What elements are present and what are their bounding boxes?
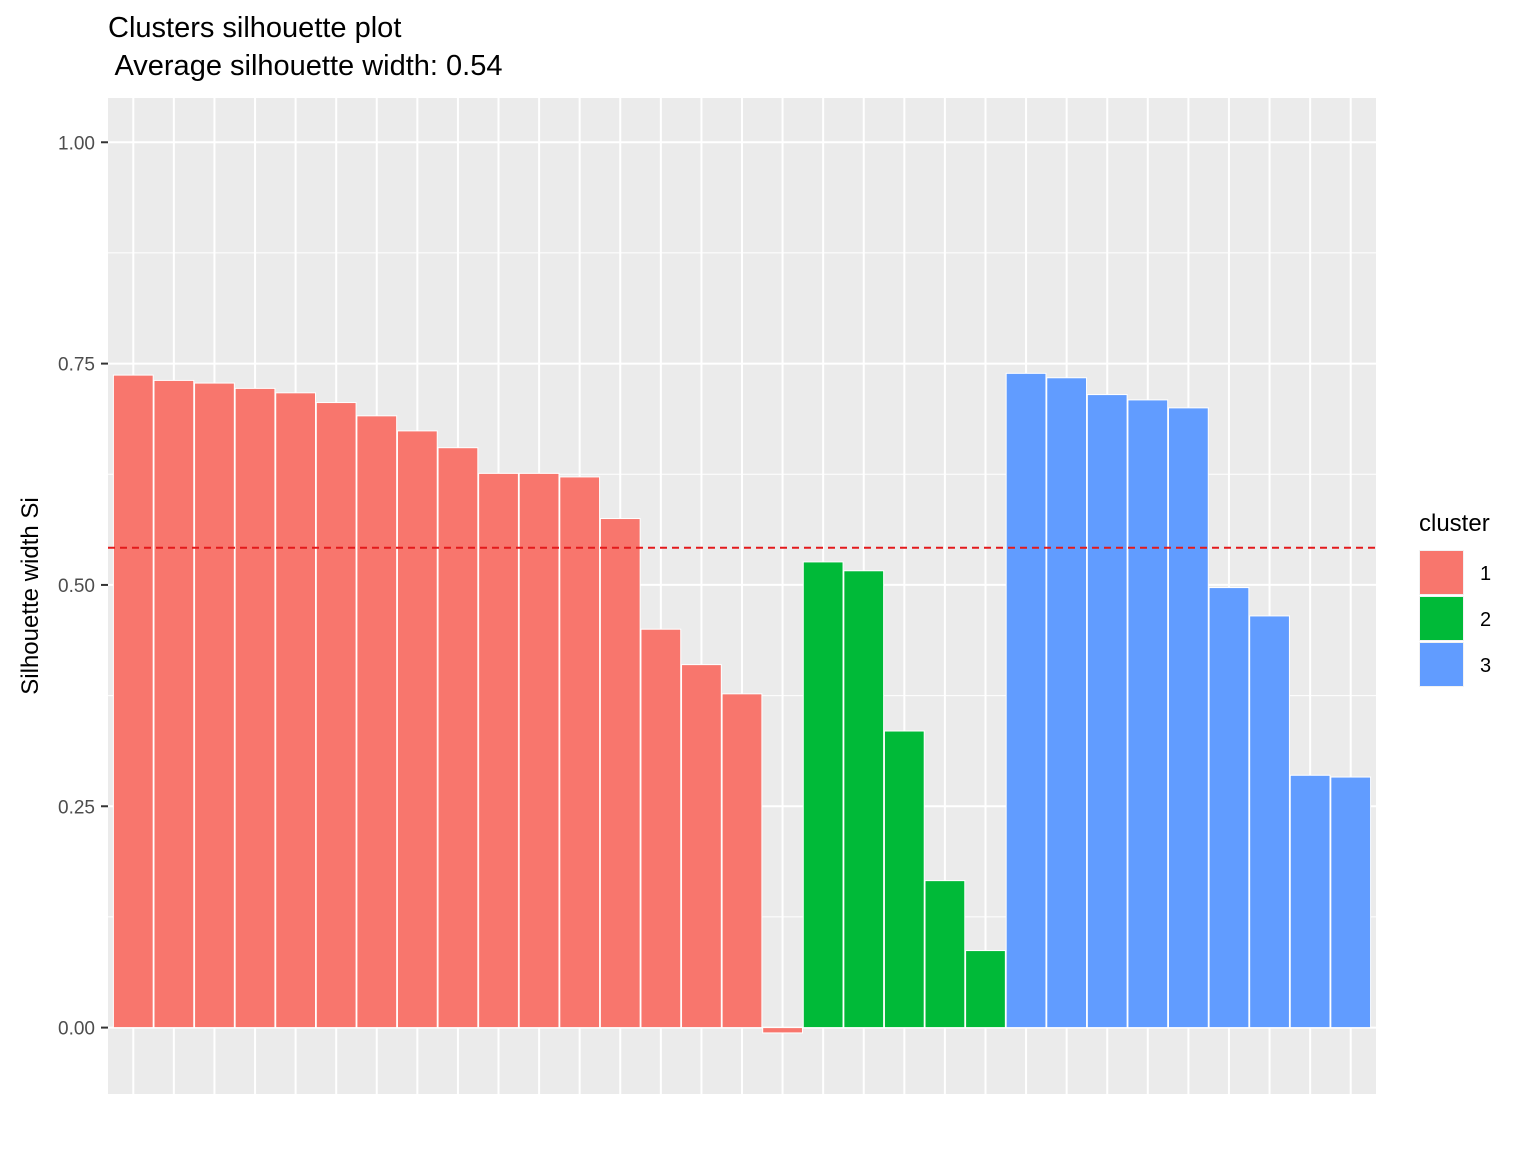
bar-cluster-2 [883, 730, 925, 1029]
y-tick-label: 1.00 [58, 133, 95, 154]
y-tick-label: 0.50 [58, 576, 95, 597]
bar-cluster-1 [194, 382, 235, 1029]
bars-group [112, 372, 1372, 1034]
bar-cluster-3 [1046, 377, 1088, 1029]
bar-cluster-3 [1127, 399, 1169, 1029]
bar-cluster-3 [1249, 615, 1290, 1029]
legend: cluster 1 2 3 [1419, 510, 1491, 687]
legend-entries: 1 2 3 [1419, 550, 1491, 687]
legend-title: cluster [1419, 510, 1490, 537]
legend-swatch-2 [1420, 597, 1463, 640]
bar-cluster-1 [356, 415, 398, 1029]
y-tick-label: 0.00 [58, 1019, 95, 1040]
bar-cluster-1 [599, 518, 641, 1029]
bar-cluster-1 [234, 387, 276, 1029]
chart-title: Clusters silhouette plot [108, 12, 402, 44]
bar-cluster-3 [1289, 774, 1331, 1029]
bar-cluster-1 [315, 402, 357, 1029]
bar-cluster-3 [1168, 407, 1209, 1029]
bar-cluster-1 [518, 472, 560, 1029]
bar-cluster-3 [1005, 372, 1047, 1029]
legend-label-1: 1 [1480, 563, 1491, 585]
y-axis-label: Silhouette width Si [17, 497, 44, 694]
bar-cluster-1 [112, 374, 154, 1029]
bar-cluster-3 [1208, 587, 1250, 1029]
bar-cluster-3 [1086, 394, 1128, 1029]
legend-label-2: 2 [1480, 609, 1491, 631]
y-tick-label: 0.25 [58, 797, 95, 818]
bar-cluster-1 [681, 664, 722, 1029]
bar-cluster-1 [437, 447, 479, 1029]
chart-subtitle: Average silhouette width: 0.54 [108, 50, 503, 82]
bar-cluster-1 [275, 392, 316, 1029]
bar-cluster-1 [396, 430, 438, 1029]
bar-cluster-1 [559, 476, 601, 1029]
bar-cluster-1 [478, 472, 519, 1029]
bar-cluster-2 [843, 570, 885, 1029]
bar-cluster-2 [965, 950, 1006, 1029]
bar-cluster-1 [721, 693, 763, 1029]
bar-cluster-3 [1330, 776, 1372, 1029]
bar-cluster-2 [802, 561, 844, 1029]
bar-cluster-2 [924, 880, 966, 1029]
bar-cluster-1 [153, 379, 195, 1029]
bar-cluster-1 [640, 628, 682, 1029]
legend-swatch-3 [1420, 643, 1463, 686]
y-tick-label: 0.75 [58, 355, 95, 376]
legend-swatch-1 [1420, 551, 1463, 594]
legend-label-3: 3 [1480, 655, 1491, 677]
y-axis: 0.00 0.25 0.50 0.75 1.00 [58, 133, 108, 1040]
bar-cluster-1 [762, 1027, 803, 1034]
